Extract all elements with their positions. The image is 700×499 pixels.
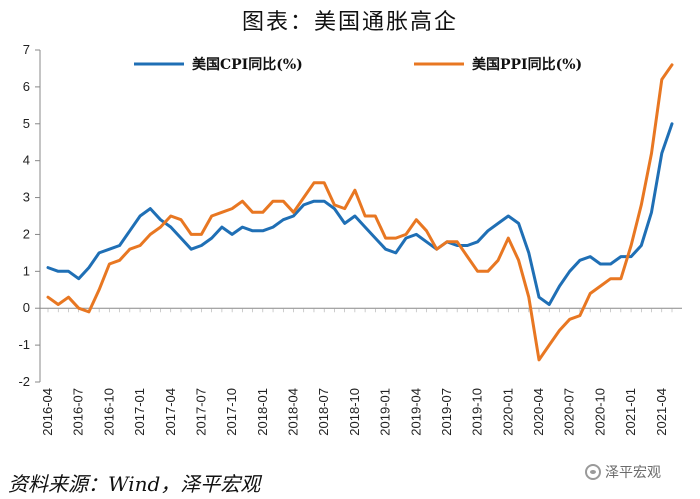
x-tick-label: 2018-01	[255, 388, 270, 436]
wechat-icon	[585, 464, 601, 480]
y-tick-label: 3	[23, 190, 30, 205]
y-tick-label: 6	[23, 79, 30, 94]
y-tick-label: 5	[23, 116, 30, 131]
y-tick-label: 1	[23, 263, 30, 278]
x-tick-label: 2019-04	[408, 388, 423, 436]
y-tick-label: 4	[23, 153, 30, 168]
legend-label-2: 美国PPI同比(%)	[472, 56, 582, 73]
y-tick-label: 7	[23, 42, 30, 57]
y-tick-label: -1	[18, 337, 30, 352]
x-tick-label: 2016-04	[40, 388, 55, 436]
source-note: 资料来源：Wind，泽平宏观	[8, 472, 261, 496]
x-tick-label: 2018-07	[316, 388, 331, 436]
x-tick-label: 2017-01	[132, 388, 147, 436]
x-tick-label: 2021-04	[654, 388, 669, 436]
y-tick-label: 0	[23, 300, 30, 315]
x-tick-label: 2019-01	[378, 388, 393, 436]
x-tick-label: 2020-07	[562, 388, 577, 436]
y-tick-label: -2	[18, 374, 30, 389]
x-tick-label: 2019-07	[439, 388, 454, 436]
watermark-label: 泽平宏观	[605, 465, 661, 481]
chart-title: 图表：美国通胀高企	[241, 10, 458, 35]
x-tick-label: 2020-01	[500, 388, 515, 436]
x-tick-label: 2016-07	[71, 388, 86, 436]
x-tick-label: 2018-04	[286, 388, 301, 436]
watermark: 泽平宏观	[585, 462, 661, 482]
y-tick-label: 2	[23, 226, 30, 241]
x-tick-label: 2021-01	[623, 388, 638, 436]
x-tick-label: 2017-10	[224, 388, 239, 436]
series-line-1	[46, 122, 674, 306]
x-tick-label: 2016-10	[101, 388, 116, 436]
x-tick-label: 2020-04	[531, 388, 546, 436]
series-line-2	[46, 63, 674, 362]
x-tick-label: 2018-10	[347, 388, 362, 436]
x-tick-label: 2017-07	[193, 388, 208, 436]
x-tick-label: 2020-10	[592, 388, 607, 436]
legend-label-1: 美国CPI同比(%)	[192, 56, 303, 73]
x-tick-label: 2017-04	[163, 388, 178, 436]
x-tick-label: 2019-10	[470, 388, 485, 436]
